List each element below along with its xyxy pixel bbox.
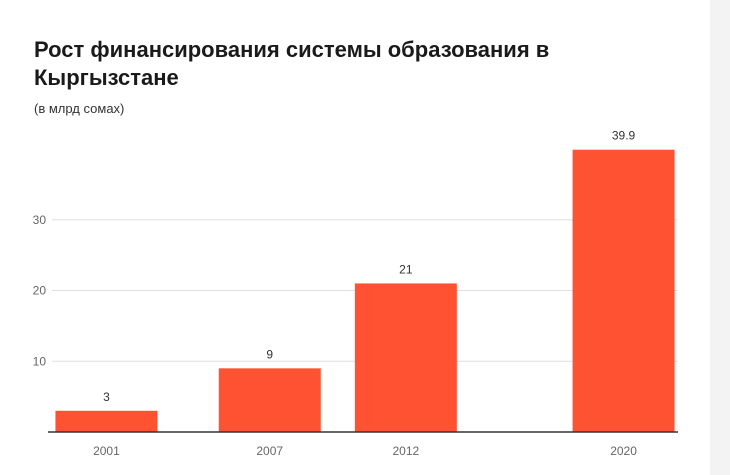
y-tick-label: 30 [33,213,47,227]
x-tick-label: 2001 [93,444,120,458]
x-tick-label: 2020 [610,444,637,458]
x-tick-label: 2012 [392,444,419,458]
bar [218,368,321,432]
y-tick-label: 10 [33,354,47,368]
chart-title: Рост финансирования системы образования … [34,37,550,90]
bar [354,283,457,432]
bar [572,149,675,432]
page-side-strip [710,0,730,475]
bar-chart: 10 20 30 3 2001 9 2007 21 2012 39.9 2020 [33,129,678,458]
data-label: 39.9 [612,129,636,143]
data-label: 3 [103,390,110,404]
chart-subtitle: (в млрд сомах) [34,101,125,116]
bar [55,410,158,432]
y-tick-label: 20 [33,284,47,298]
chart-card: Рост финансирования системы образования … [32,37,678,458]
x-tick-label: 2007 [256,444,283,458]
data-label: 21 [399,262,413,276]
data-label: 9 [266,347,273,361]
